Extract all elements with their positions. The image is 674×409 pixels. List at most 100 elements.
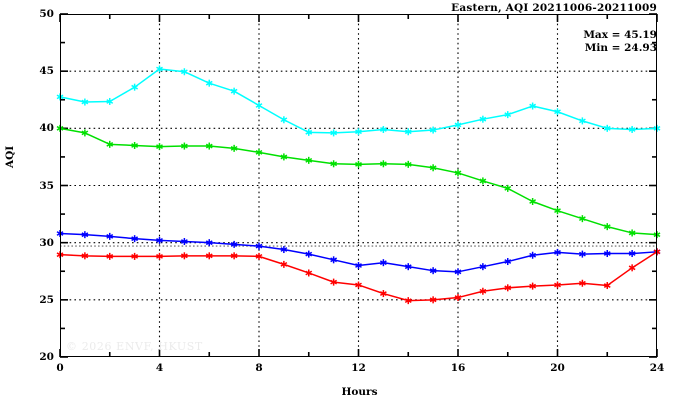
data-point-marker bbox=[81, 130, 89, 136]
data-point-marker bbox=[205, 240, 213, 246]
data-point-marker bbox=[578, 216, 586, 222]
data-point-marker bbox=[205, 143, 213, 149]
data-point-marker bbox=[180, 239, 188, 244]
data-point-marker bbox=[429, 297, 437, 303]
y-tick-label: 40 bbox=[39, 122, 54, 135]
data-point-marker bbox=[554, 208, 561, 214]
plot-frame bbox=[60, 14, 657, 357]
x-tick-label: 20 bbox=[550, 362, 565, 374]
data-point-marker bbox=[578, 251, 586, 257]
data-point-marker bbox=[628, 265, 636, 271]
data-point-marker bbox=[404, 129, 412, 135]
x-tick-label: 24 bbox=[649, 362, 665, 374]
data-point-marker bbox=[578, 280, 586, 286]
data-point-marker bbox=[479, 288, 487, 294]
data-point-marker bbox=[603, 125, 611, 131]
data-point-marker bbox=[554, 109, 561, 115]
data-point-marker bbox=[429, 127, 437, 133]
series-green bbox=[56, 124, 661, 239]
y-tick-label: 20 bbox=[39, 351, 54, 363]
annotation-max: Max = 45.19 bbox=[583, 29, 657, 41]
watermark: © 2026 ENVF, HKUST bbox=[66, 340, 203, 353]
x-tick-label: 12 bbox=[351, 362, 366, 374]
x-tick-label: 0 bbox=[56, 362, 64, 374]
data-point-marker bbox=[578, 118, 586, 124]
data-point-marker bbox=[180, 143, 188, 149]
data-point-marker bbox=[180, 69, 188, 75]
data-point-marker bbox=[305, 157, 313, 163]
data-point-marker bbox=[81, 253, 89, 259]
data-point-marker bbox=[230, 253, 238, 259]
data-point-marker bbox=[305, 251, 313, 257]
data-point-marker bbox=[628, 251, 636, 256]
data-point-marker bbox=[504, 185, 512, 191]
data-point-marker bbox=[603, 224, 611, 230]
data-point-marker bbox=[230, 88, 238, 94]
data-point-marker bbox=[554, 249, 561, 255]
data-point-marker bbox=[330, 161, 338, 167]
data-point-marker bbox=[479, 178, 487, 184]
data-point-marker bbox=[404, 264, 412, 270]
data-point-marker bbox=[355, 129, 362, 135]
data-point-marker bbox=[205, 253, 213, 259]
data-point-marker bbox=[554, 282, 561, 288]
data-point-marker bbox=[280, 154, 288, 160]
data-point-marker bbox=[81, 232, 89, 238]
data-point-marker bbox=[330, 279, 338, 285]
data-point-marker bbox=[180, 253, 188, 259]
data-point-marker bbox=[479, 116, 487, 122]
annotation-min: Min = 24.93 bbox=[584, 42, 657, 54]
data-point-marker bbox=[255, 253, 263, 259]
data-point-marker bbox=[131, 236, 139, 242]
data-point-marker bbox=[106, 233, 114, 239]
data-point-marker bbox=[355, 161, 362, 167]
data-point-marker bbox=[404, 161, 412, 167]
data-point-marker bbox=[156, 237, 163, 243]
data-point-marker bbox=[454, 122, 462, 128]
data-point-marker bbox=[330, 257, 338, 263]
data-point-marker bbox=[504, 259, 512, 264]
data-point-marker bbox=[429, 268, 437, 274]
data-point-marker bbox=[379, 127, 387, 132]
data-point-marker bbox=[205, 80, 213, 86]
data-point-marker bbox=[529, 103, 537, 109]
data-point-marker bbox=[106, 253, 114, 259]
data-point-marker bbox=[379, 291, 387, 296]
data-point-marker bbox=[330, 130, 338, 136]
data-point-marker bbox=[280, 261, 288, 267]
data-point-marker bbox=[504, 285, 512, 291]
data-point-marker bbox=[404, 298, 412, 304]
data-point-marker bbox=[529, 283, 537, 289]
data-point-marker bbox=[156, 66, 163, 72]
data-point-marker bbox=[131, 84, 139, 90]
data-point-marker bbox=[230, 145, 238, 151]
data-point-marker bbox=[628, 127, 636, 132]
x-axis-label-text: Hours bbox=[341, 386, 378, 398]
y-tick-label: 25 bbox=[39, 293, 54, 306]
data-point-marker bbox=[280, 117, 288, 123]
y-tick-label: 50 bbox=[39, 8, 54, 20]
data-point-marker bbox=[653, 249, 661, 255]
data-point-marker bbox=[131, 253, 139, 259]
data-point-marker bbox=[131, 143, 139, 148]
data-point-marker bbox=[305, 129, 313, 135]
data-point-marker bbox=[504, 112, 512, 118]
data-point-marker bbox=[454, 170, 462, 176]
data-point-marker bbox=[603, 283, 611, 288]
data-point-marker bbox=[653, 232, 661, 238]
data-point-marker bbox=[379, 260, 387, 266]
data-point-marker bbox=[106, 141, 114, 147]
data-point-marker bbox=[529, 252, 537, 258]
chart-title: Eastern, AQI 20211006-20211009 bbox=[451, 2, 657, 14]
data-point-marker bbox=[429, 165, 437, 171]
data-point-marker bbox=[355, 263, 362, 268]
data-point-marker bbox=[255, 243, 263, 249]
data-point-marker bbox=[355, 282, 362, 288]
x-axis-label: Hours bbox=[0, 386, 674, 398]
data-point-marker bbox=[230, 241, 238, 247]
data-point-marker bbox=[529, 199, 537, 204]
data-point-marker bbox=[81, 99, 89, 105]
x-tick-label: 16 bbox=[450, 362, 466, 374]
data-point-marker bbox=[479, 264, 487, 270]
